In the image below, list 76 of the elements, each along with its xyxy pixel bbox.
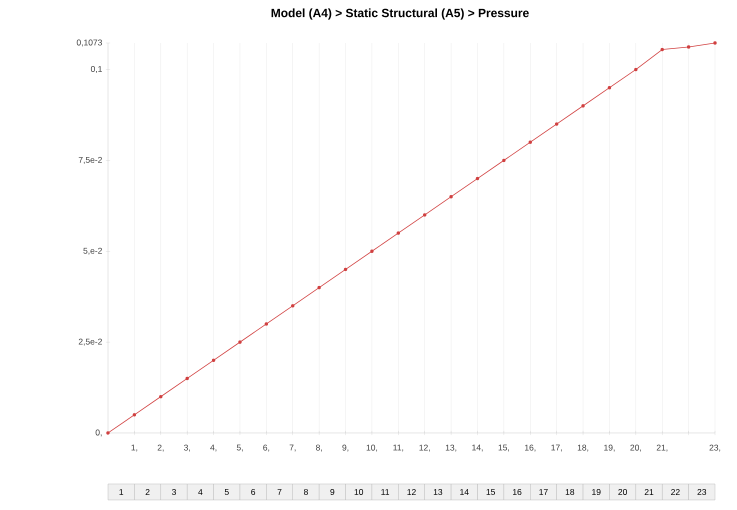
point [423,213,426,217]
x-tick-label: 1, [132,444,138,452]
point [634,68,638,72]
point [713,41,717,45]
text: 18 [566,488,574,495]
text: 17 [539,489,548,495]
text: 5 [224,489,229,495]
text: 9 [330,488,334,495]
text: 10 [354,488,364,495]
x-tick-label: 21, [656,444,668,452]
x-tick-label: 10, [366,444,378,452]
text: 7 [278,489,282,495]
point [476,176,480,180]
point [317,286,321,290]
text: 1 [119,489,124,495]
point [212,358,216,362]
x-tick-label: 11, [393,444,404,452]
x-tick-label: 20, [630,444,641,452]
x-tick-label: 9, [342,444,348,452]
text: 21 [644,489,654,495]
point [449,195,453,198]
x-tick-label: 2, [158,444,164,452]
point [238,340,242,344]
point [608,86,612,90]
y-tick-label: 0, [96,429,102,436]
text: 8 [304,488,308,495]
text: 22 [671,489,680,495]
x-tick-label: 18, [578,444,588,452]
text: 12 [407,489,416,495]
text: 2 [146,489,150,495]
point [581,104,585,108]
y-tick-label: 7,5e-2 [78,156,102,164]
point [185,376,189,380]
x-tick-label: 12, [419,444,430,452]
point [502,158,506,162]
y-tick-label: 2,5e-2 [78,338,102,346]
text: 13 [434,488,442,495]
y-tick-label: 0,1073 [76,39,102,46]
text: 6 [251,488,256,495]
point [291,304,294,308]
point [686,45,690,49]
x-tick-label: 6, [263,444,270,452]
chart-title: Model (A4) > Static Structural (A5) > Pressure [272,8,529,20]
x-tick-label: 4, [210,444,216,452]
x-tick-label: 23, [710,444,720,452]
x-tick-label: 15, [498,444,509,452]
x-tick-label: 16, [525,444,536,452]
point [554,122,558,126]
point [132,413,136,417]
point [159,394,162,398]
point [344,268,348,272]
x-tick-label: 19, [604,444,615,452]
text: 4 [198,489,202,495]
y-tick-label: 5,e-2 [83,248,102,255]
text: 23 [698,488,706,495]
text: 14 [460,489,469,495]
x-tick-label: 17, [551,444,562,452]
text: 15 [486,489,496,495]
text: 16 [513,488,522,495]
text: 3 [172,488,176,495]
x-tick-label: 3, [184,444,190,452]
x-tick-label: 8, [316,444,322,452]
point [106,431,110,435]
text: 11 [381,489,390,495]
text: 20 [618,488,628,495]
point [396,231,400,235]
x-tick-label: 13, [446,444,456,452]
x-tick-label: 5, [236,444,243,452]
point [370,250,374,253]
point [660,48,664,52]
point [264,322,268,326]
point [528,140,532,144]
text: 19 [592,488,601,495]
x-tick-label: 14, [472,444,483,452]
y-tick-label: 0,1 [90,66,102,74]
x-tick-label: 7, [290,444,296,452]
